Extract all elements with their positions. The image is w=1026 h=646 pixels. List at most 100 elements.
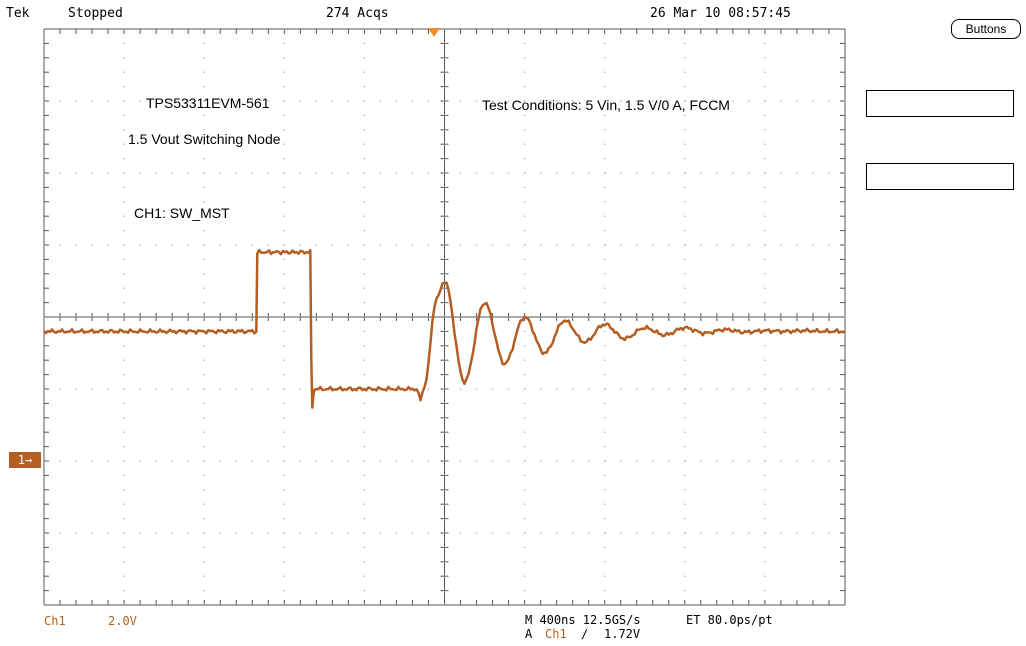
grid-dot (524, 374, 526, 376)
side-menu-box-2[interactable] (866, 163, 1014, 190)
grid-dot (363, 590, 365, 592)
grid-dot (604, 474, 606, 476)
grid-dot (443, 532, 446, 534)
grid-dot (443, 388, 446, 390)
grid-dot (363, 345, 365, 347)
grid-dot (764, 460, 766, 462)
grid-dot (459, 388, 462, 390)
grid-dot (363, 71, 365, 73)
grid-dot (379, 244, 382, 246)
grid-dot (556, 388, 558, 390)
grid-dot (524, 71, 526, 73)
grid-dot (379, 100, 382, 102)
grid-dot (524, 532, 526, 534)
grid-dot (684, 230, 686, 232)
grid-dot (411, 532, 414, 534)
grid-dot (219, 244, 221, 246)
grid-dot (604, 57, 606, 59)
grid-dot (652, 460, 654, 462)
grid-dot (155, 172, 157, 174)
grid-dot (203, 100, 205, 102)
grid-dot (540, 532, 542, 534)
grid-dot (331, 460, 333, 462)
grid-dot (443, 446, 446, 448)
grid-dot (395, 316, 398, 318)
grid-dot (331, 100, 333, 102)
grid-dot (123, 546, 125, 548)
grid-dot (107, 100, 109, 102)
grid-dot (459, 244, 462, 246)
grid-dot (764, 71, 766, 73)
grid-dot (475, 244, 478, 246)
grid-dot (604, 201, 606, 203)
grid-dot (283, 489, 285, 491)
grid-dot (363, 186, 365, 188)
grid-dot (203, 345, 205, 347)
grid-dot (764, 604, 766, 606)
grid-dot (764, 172, 766, 174)
grid-dot (123, 273, 125, 275)
grid-dot (684, 71, 686, 73)
grid-dot (796, 316, 798, 318)
grid-dot (203, 374, 205, 376)
grid-dot (347, 316, 349, 318)
grid-dot (491, 460, 494, 462)
grid-dot (427, 532, 430, 534)
grid-dot (267, 172, 269, 174)
grid-dot (187, 244, 189, 246)
grid-dot (107, 172, 109, 174)
grid-dot (283, 114, 285, 116)
grid-dot (459, 100, 462, 102)
grid-dot (251, 100, 253, 102)
grid-dot (411, 460, 414, 462)
grid-dot (331, 316, 333, 318)
grid-dot (828, 316, 830, 318)
buttons-button[interactable]: Buttons (951, 19, 1021, 39)
grid-dot (684, 489, 686, 491)
grid-dot (636, 460, 638, 462)
grid-dot (123, 388, 125, 390)
grid-dot (379, 172, 382, 174)
grid-dot (123, 230, 125, 232)
grid-dot (604, 518, 606, 520)
grid-dot (732, 316, 734, 318)
grid-dot (812, 388, 814, 390)
grid-dot (187, 172, 189, 174)
grid-dot (363, 158, 365, 160)
grid-dot (684, 330, 686, 332)
ch1-ground-marker[interactable]: 1→ (9, 452, 41, 468)
side-menu-box-1[interactable] (866, 90, 1014, 117)
grid-dot (748, 316, 750, 318)
grid-dot (203, 546, 205, 548)
grid-dot (716, 100, 718, 102)
grid-dot (123, 302, 125, 304)
grid-dot (283, 359, 285, 361)
grid-dot (123, 172, 125, 174)
grid-dot (732, 244, 734, 246)
grid-dot (764, 215, 766, 217)
grid-dot (524, 474, 526, 476)
acquisition-count: 274 Acqs (326, 6, 389, 21)
grid-dot (732, 460, 734, 462)
grid-dot (475, 172, 478, 174)
grid-dot (604, 460, 606, 462)
grid-dot (684, 374, 686, 376)
grid-dot (716, 172, 718, 174)
grid-dot (604, 129, 606, 131)
grid-dot (684, 100, 686, 102)
grid-dot (604, 590, 606, 592)
grid-dot (427, 172, 430, 174)
grid-dot (780, 460, 782, 462)
grid-dot (107, 316, 109, 318)
grid-dot (443, 258, 446, 260)
grid-dot (780, 388, 782, 390)
grid-dot (107, 532, 109, 534)
grid-dot (716, 532, 718, 534)
grid-dot (764, 244, 766, 246)
grid-dot (620, 532, 622, 534)
grid-dot (171, 244, 173, 246)
grid-dot (684, 503, 686, 505)
grid-dot (91, 172, 93, 174)
grid-dot (123, 258, 125, 260)
grid-dot (395, 172, 398, 174)
